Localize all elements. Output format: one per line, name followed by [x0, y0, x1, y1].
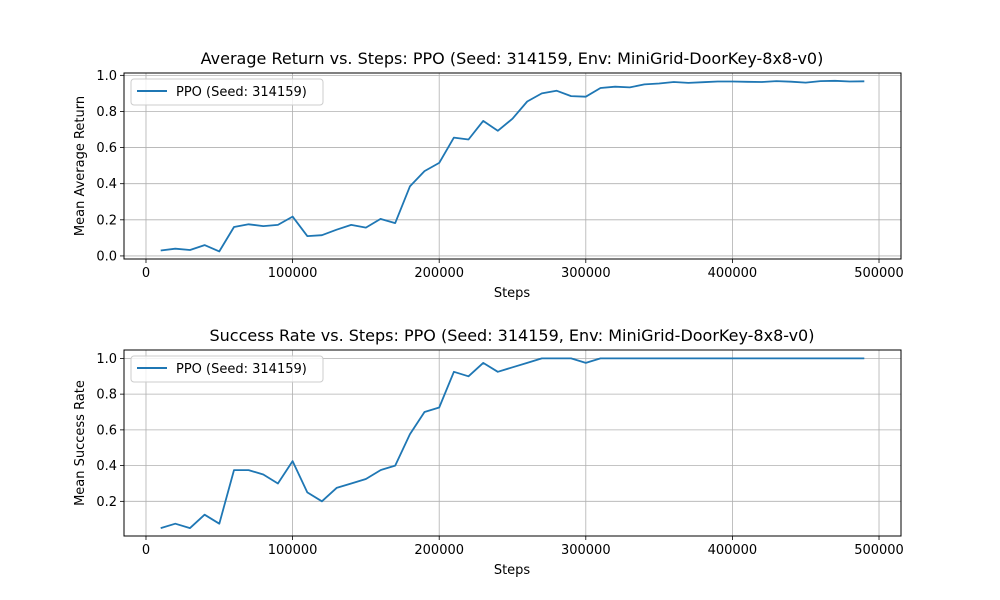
- y-tick-label: 1.0: [96, 69, 117, 84]
- y-tick-label: 0.6: [96, 141, 117, 156]
- x-tick-label: 500000: [854, 266, 904, 281]
- x-tick-label: 0: [142, 266, 150, 281]
- x-tick-label: 100000: [268, 543, 318, 558]
- x-tick-label: 0: [142, 543, 150, 558]
- y-axis-label: Mean Success Rate: [73, 380, 88, 506]
- legend-box: [130, 355, 324, 383]
- legend-box: [130, 78, 324, 106]
- x-tick-label: 300000: [561, 543, 611, 558]
- x-tick-label: 100000: [268, 266, 318, 281]
- grid: [124, 73, 901, 259]
- x-tick-label: 400000: [708, 266, 758, 281]
- y-tick-label: 0.2: [96, 495, 117, 510]
- plot-frame: [123, 349, 902, 537]
- legend: PPO (Seed: 314159): [130, 355, 324, 383]
- y-tick-label: 0.0: [96, 249, 117, 264]
- x-axis-label: Steps: [494, 286, 531, 301]
- series-line: [160, 79, 865, 253]
- series-line-group: [160, 357, 865, 529]
- y-tick-label: 0.8: [96, 388, 117, 403]
- chart-title: Average Return vs. Steps: PPO (Seed: 314…: [201, 49, 824, 68]
- chart-title: Success Rate vs. Steps: PPO (Seed: 31415…: [210, 326, 815, 345]
- y-axis-label: Mean Average Return: [73, 96, 88, 236]
- series-line-group: [160, 79, 865, 253]
- legend-entry: PPO (Seed: 314159): [176, 85, 307, 100]
- chart-average-return: Average Return vs. Steps: PPO (Seed: 314…: [73, 49, 904, 301]
- x-ticks: 0 100000 200000 300000 400000 500000: [142, 259, 904, 281]
- y-tick-label: 0.6: [96, 423, 117, 438]
- y-tick-label: 0.4: [96, 459, 117, 474]
- y-tick-label: 1.0: [96, 352, 117, 367]
- x-tick-label: 200000: [414, 266, 464, 281]
- plot-frame: [123, 72, 902, 260]
- y-tick-label: 0.4: [96, 177, 117, 192]
- x-tick-label: 200000: [414, 543, 464, 558]
- chart-success-rate: Success Rate vs. Steps: PPO (Seed: 31415…: [73, 326, 904, 578]
- x-axis-label: Steps: [494, 563, 531, 578]
- y-tick-label: 0.8: [96, 105, 117, 120]
- x-ticks: 0 100000 200000 300000 400000 500000: [142, 536, 904, 558]
- y-ticks: 0.2 0.4 0.6 0.8 1.0: [96, 352, 124, 510]
- x-tick-label: 300000: [561, 266, 611, 281]
- legend: PPO (Seed: 314159): [130, 78, 324, 106]
- y-ticks: 0.0 0.2 0.4 0.6 0.8 1.0: [96, 69, 124, 264]
- legend-entry: PPO (Seed: 314159): [176, 362, 307, 377]
- y-tick-label: 0.2: [96, 213, 117, 228]
- x-tick-label: 400000: [708, 543, 758, 558]
- x-tick-label: 500000: [854, 543, 904, 558]
- series-line: [160, 357, 865, 529]
